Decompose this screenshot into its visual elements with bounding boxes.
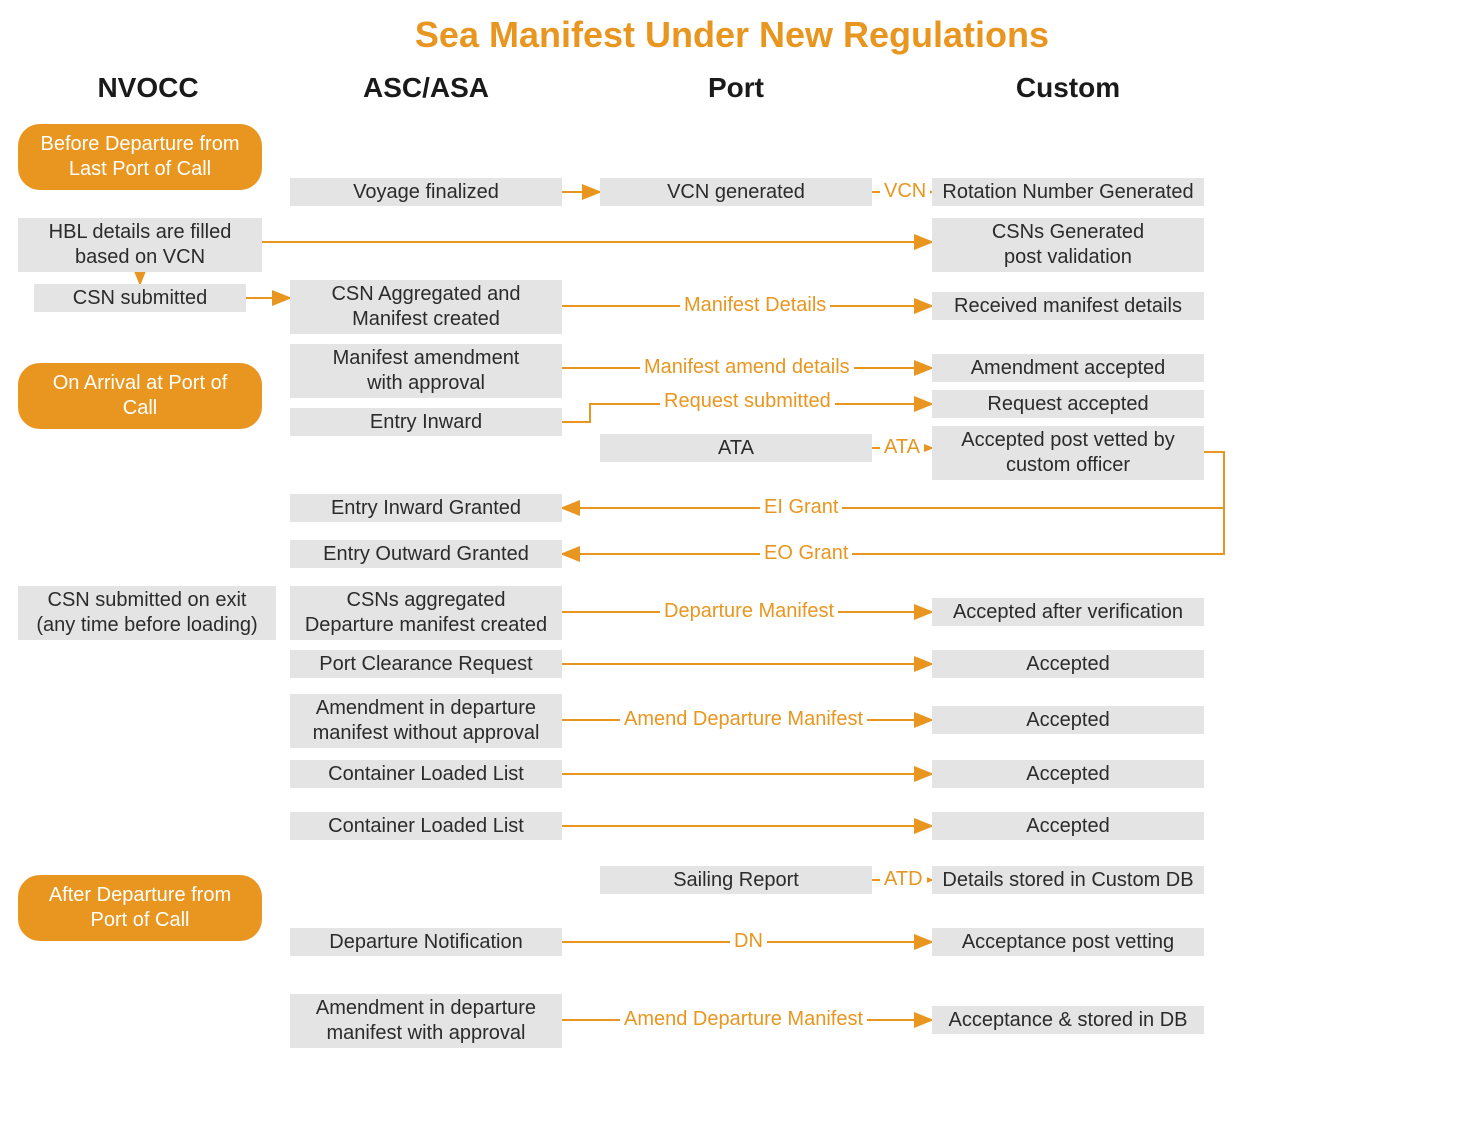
phase-badge-on-arrival: On Arrival at Port of Call: [18, 363, 262, 429]
cell-accept-stored: Acceptance & stored in DB: [932, 1006, 1204, 1034]
flow-label: Manifest amend details: [640, 356, 854, 379]
cell-entry-inward: Entry Inward: [290, 408, 562, 436]
flow-label: Request submitted: [660, 390, 835, 413]
cell-vcn-generated: VCN generated: [600, 178, 872, 206]
cell-ata: ATA: [600, 434, 872, 462]
cell-dep-notification: Departure Notification: [290, 928, 562, 956]
flow-label: Amend Departure Manifest: [620, 1008, 867, 1031]
cell-accepted-3: Accepted: [932, 760, 1204, 788]
col-header-port: Port: [606, 72, 866, 104]
cell-hbl-details: HBL details are filledbased on VCN: [18, 218, 262, 272]
cell-accepted-verif: Accepted after verification: [932, 598, 1204, 626]
flow-label: EI Grant: [760, 496, 842, 519]
cell-manifest-amend-appr: Manifest amendmentwith approval: [290, 344, 562, 398]
cell-accepted-1: Accepted: [932, 650, 1204, 678]
cell-container-list-1: Container Loaded List: [290, 760, 562, 788]
flow-label: VCN: [880, 180, 930, 203]
cell-accepted-2: Accepted: [932, 706, 1204, 734]
cell-eo-granted: Entry Outward Granted: [290, 540, 562, 568]
phase-badge-after-departure: After Departure fromPort of Call: [18, 875, 262, 941]
flow-label: DN: [730, 930, 767, 953]
cell-accepted-vetted: Accepted post vetted bycustom officer: [932, 426, 1204, 480]
cell-voyage-finalized: Voyage finalized: [290, 178, 562, 206]
col-header-custom: Custom: [938, 72, 1198, 104]
cell-details-stored: Details stored in Custom DB: [932, 866, 1204, 894]
flow-label: EO Grant: [760, 542, 852, 565]
cell-accepted-4: Accepted: [932, 812, 1204, 840]
cell-csn-aggregated: CSN Aggregated andManifest created: [290, 280, 562, 334]
cell-accept-post-vet: Acceptance post vetting: [932, 928, 1204, 956]
cell-received-manifest: Received manifest details: [932, 292, 1204, 320]
col-header-asc: ASC/ASA: [296, 72, 556, 104]
flow-label: Amend Departure Manifest: [620, 708, 867, 731]
flow-label: Departure Manifest: [660, 600, 838, 623]
cell-amend-accepted: Amendment accepted: [932, 354, 1204, 382]
cell-amend-dep-noappr: Amendment in departuremanifest without a…: [290, 694, 562, 748]
flow-label: ATD: [880, 868, 927, 891]
cell-container-list-2: Container Loaded List: [290, 812, 562, 840]
flow-label: Manifest Details: [680, 294, 830, 317]
cell-csns-dep: CSNs aggregatedDeparture manifest create…: [290, 586, 562, 640]
cell-sailing-report: Sailing Report: [600, 866, 872, 894]
flow-label: ATA: [880, 436, 924, 459]
cell-request-accepted: Request accepted: [932, 390, 1204, 418]
cell-rotation-number: Rotation Number Generated: [932, 178, 1204, 206]
phase-badge-before-departure: Before Departure fromLast Port of Call: [18, 124, 262, 190]
cell-csns-generated: CSNs Generatedpost validation: [932, 218, 1204, 272]
col-header-nvocc: NVOCC: [18, 72, 278, 104]
cell-csn-exit: CSN submitted on exit(any time before lo…: [18, 586, 276, 640]
cell-ei-granted: Entry Inward Granted: [290, 494, 562, 522]
cell-amend-dep-appr: Amendment in departuremanifest with appr…: [290, 994, 562, 1048]
page-title: Sea Manifest Under New Regulations: [0, 0, 1464, 56]
cell-port-clearance: Port Clearance Request: [290, 650, 562, 678]
cell-csn-submitted: CSN submitted: [34, 284, 246, 312]
